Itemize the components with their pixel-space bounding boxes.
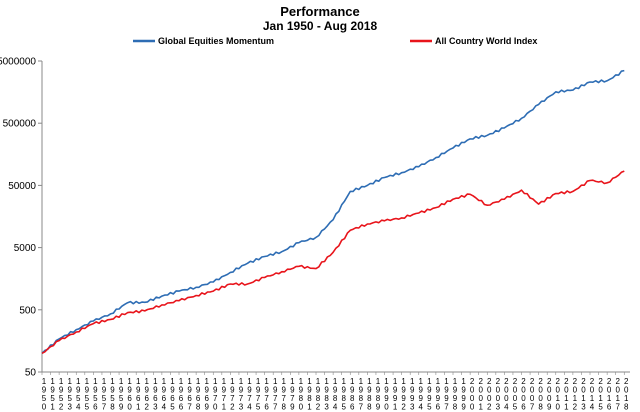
y-axis: 5000000 500000 50000 5000 500 50 (0, 57, 43, 379)
y-tick-label: 50 (25, 368, 37, 379)
chart-subtitle: Jan 1950 - Aug 2018 (263, 19, 378, 33)
plot-area (41, 69, 625, 355)
legend-label-all-country-world-index: All Country World Index (435, 36, 537, 46)
legend: Global Equities Momentum All Country Wor… (133, 36, 537, 46)
series-line-all-country-world-index (41, 170, 625, 355)
x-axis: 1 9 5 01 9 5 1 1 9 5 21 9 5 3 1 9 5 4 1 9 5 51 9 5 6 1 9 5 71 9 5 8 1 9 5 9… (41, 371, 630, 412)
chart-title: Performance (280, 4, 359, 19)
y-tick-label: 500000 (3, 119, 37, 130)
legend-label-global-equities-momentum: Global Equities Momentum (158, 36, 274, 46)
y-tick-label: 5000 (14, 243, 37, 254)
series-line-global-equities-momentum (41, 69, 625, 354)
y-tick-label: 500 (19, 305, 36, 316)
y-tick-label: 50000 (8, 181, 36, 192)
y-tick-label: 5000000 (0, 57, 36, 68)
